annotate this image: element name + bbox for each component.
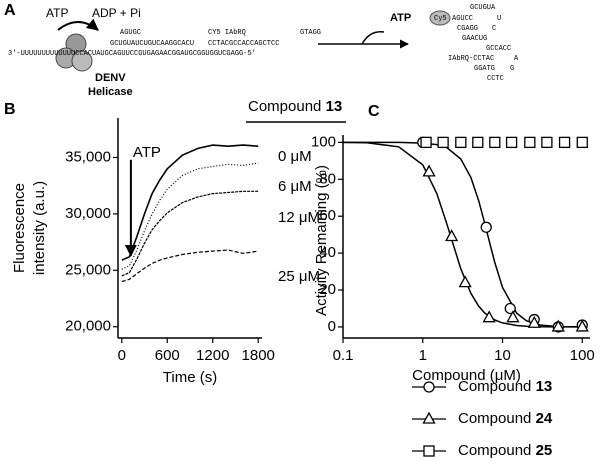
marker: [472, 136, 484, 149]
sequence: GCUGUAUCUGUCAAGGCACU: [110, 40, 194, 48]
marker: [423, 381, 435, 393]
marker: [527, 315, 541, 328]
legend-label: Compound 13: [458, 378, 552, 395]
y-tick-label: 0: [328, 318, 336, 335]
sequence: GTAGG: [300, 29, 321, 37]
label: DENV: [95, 72, 126, 84]
sequence: GCUGUA: [470, 4, 496, 12]
marker: [576, 136, 588, 149]
y-tick-label: 100: [311, 133, 336, 150]
fit-curve: [343, 141, 583, 328]
legend-title: Compound 13: [248, 98, 342, 115]
label: ATP: [46, 6, 68, 20]
data-line: [121, 190, 259, 277]
y-tick-label: 60: [319, 207, 336, 224]
x-tick-label: 100: [570, 347, 595, 364]
data-line: [121, 144, 259, 261]
annotation: ATP: [133, 144, 161, 161]
x-axis-label: Time (s): [163, 369, 217, 386]
label: Helicase: [88, 86, 133, 98]
reaction-arrow: [57, 18, 99, 31]
marker: [524, 136, 536, 149]
marker: [489, 136, 501, 149]
sequence: GCCACC: [486, 45, 511, 53]
marker: [455, 136, 467, 149]
legend-label: 6 μM: [278, 178, 312, 195]
legend-label: 25 μM: [278, 268, 320, 285]
helicase-shape: [71, 50, 93, 72]
marker: [458, 275, 472, 288]
marker: [422, 164, 436, 177]
panel-label: C: [368, 103, 380, 120]
sequence: AGUCC: [452, 15, 473, 23]
marker: [437, 136, 449, 149]
label: ADP + Pi: [92, 6, 141, 20]
sequence: 3'-UUUUUUUUUUUUUCCACUAUGCAGUUCCGUGAGAACG…: [8, 50, 256, 58]
sequence: CY5 IAbRQ: [208, 29, 246, 37]
label: Cy5: [434, 15, 447, 23]
sequence: A: [514, 55, 519, 63]
label: ATP: [390, 12, 411, 24]
y-tick-label: 40: [319, 244, 336, 261]
marker: [445, 229, 459, 242]
data-line: [121, 249, 259, 283]
sequence: CCTC: [487, 75, 504, 83]
marker: [558, 136, 571, 149]
dye-shape: [429, 10, 451, 26]
y-axis-label: Fluorescence: [11, 183, 28, 273]
x-tick-label: 1800: [242, 347, 275, 364]
marker: [422, 411, 436, 424]
marker: [575, 319, 589, 332]
sequence: C: [492, 25, 496, 33]
x-tick-label: 600: [155, 347, 180, 364]
sequence: U: [497, 15, 501, 23]
y-tick-label: 35,000: [65, 148, 111, 165]
legend-label: 12 μM: [278, 209, 320, 226]
legend-label: 0 μM: [278, 148, 312, 165]
marker: [541, 136, 553, 149]
sequence: GAACUG: [462, 35, 487, 43]
panel-label: B: [4, 101, 16, 118]
marker: [482, 310, 496, 323]
marker: [423, 445, 435, 457]
x-tick-label: 0: [118, 347, 126, 364]
sequence: G: [510, 65, 514, 73]
marker: [420, 136, 432, 149]
panel-a: A ATP ADP + Pi AGUGC CY5 IAbRQ GTAGG GCU…: [4, 2, 519, 98]
marker: [506, 310, 520, 323]
y-axis-label: Activity Remaining (%): [313, 165, 330, 316]
x-tick-label: 0.1: [333, 347, 354, 364]
panel-label: A: [4, 2, 16, 19]
y-tick-label: 25,000: [65, 261, 111, 278]
x-tick-label: 1: [419, 347, 427, 364]
y-tick-label: 30,000: [65, 205, 111, 222]
x-axis-label: Compound (μM): [412, 367, 521, 384]
sequence: IAbRQ-CCTAC: [448, 55, 494, 63]
atp-arrow: [361, 31, 385, 45]
fit-curve: [342, 141, 583, 328]
legend-label: Compound 25: [458, 442, 552, 459]
x-tick-label: 1200: [196, 347, 229, 364]
x-tick-label: 10: [494, 347, 511, 364]
sequence: AGUGC: [120, 29, 141, 37]
y-tick-label: 20,000: [65, 318, 111, 335]
sequence: CGAGG: [457, 25, 478, 33]
marker: [505, 136, 518, 149]
sequence: CCTACGCCACCAGCTCC: [208, 40, 279, 48]
marker: [551, 319, 565, 332]
sequence: GGATG: [474, 65, 495, 73]
legend-label: Compound 24: [458, 410, 553, 427]
y-tick-label: 20: [319, 281, 336, 298]
y-tick-label: 80: [319, 170, 336, 187]
marker: [480, 221, 492, 233]
y-axis-label: intensity (a.u.): [31, 181, 48, 275]
